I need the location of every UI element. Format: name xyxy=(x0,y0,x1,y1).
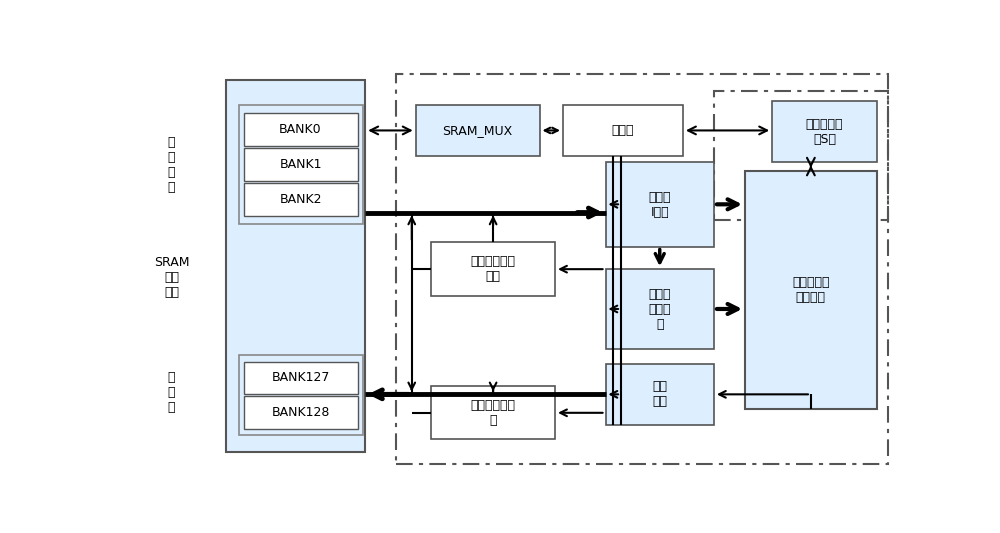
Text: BANK128: BANK128 xyxy=(271,406,330,419)
FancyBboxPatch shape xyxy=(226,80,365,452)
Text: 子密钥
生成模
块: 子密钥 生成模 块 xyxy=(648,288,671,330)
Text: 源
数
据
区: 源 数 据 区 xyxy=(168,135,175,193)
FancyBboxPatch shape xyxy=(772,101,877,163)
Text: 源数据
I分发: 源数据 I分发 xyxy=(648,190,671,219)
Text: BANK2: BANK2 xyxy=(279,193,322,206)
Text: 写结果地址产
生: 写结果地址产 生 xyxy=(471,399,516,427)
FancyBboxPatch shape xyxy=(606,269,714,349)
FancyBboxPatch shape xyxy=(431,386,555,440)
Text: SRAM_MUX: SRAM_MUX xyxy=(442,124,513,137)
Text: SRAM
存储
模块: SRAM 存储 模块 xyxy=(154,256,189,299)
Text: 读源数据地址
产生: 读源数据地址 产生 xyxy=(471,255,516,283)
Text: 三重加解密
计算模块: 三重加解密 计算模块 xyxy=(792,276,830,304)
Text: 结果
分发: 结果 分发 xyxy=(652,381,667,408)
FancyBboxPatch shape xyxy=(745,171,877,409)
FancyBboxPatch shape xyxy=(606,364,714,425)
FancyBboxPatch shape xyxy=(244,183,358,216)
FancyBboxPatch shape xyxy=(239,105,363,224)
Text: BANK127: BANK127 xyxy=(271,372,330,384)
FancyBboxPatch shape xyxy=(244,361,358,394)
FancyBboxPatch shape xyxy=(416,105,540,156)
Text: 控制器: 控制器 xyxy=(612,124,634,137)
Text: BANK1: BANK1 xyxy=(279,158,322,171)
FancyBboxPatch shape xyxy=(431,243,555,296)
FancyBboxPatch shape xyxy=(606,163,714,247)
FancyBboxPatch shape xyxy=(563,105,683,156)
Text: 可重构加解
密S盒: 可重构加解 密S盒 xyxy=(806,118,843,146)
FancyBboxPatch shape xyxy=(244,113,358,146)
Text: BANK0: BANK0 xyxy=(279,123,322,136)
FancyBboxPatch shape xyxy=(244,397,358,429)
FancyBboxPatch shape xyxy=(239,356,363,435)
Text: 结
果
区: 结 果 区 xyxy=(168,371,175,414)
FancyBboxPatch shape xyxy=(244,148,358,181)
